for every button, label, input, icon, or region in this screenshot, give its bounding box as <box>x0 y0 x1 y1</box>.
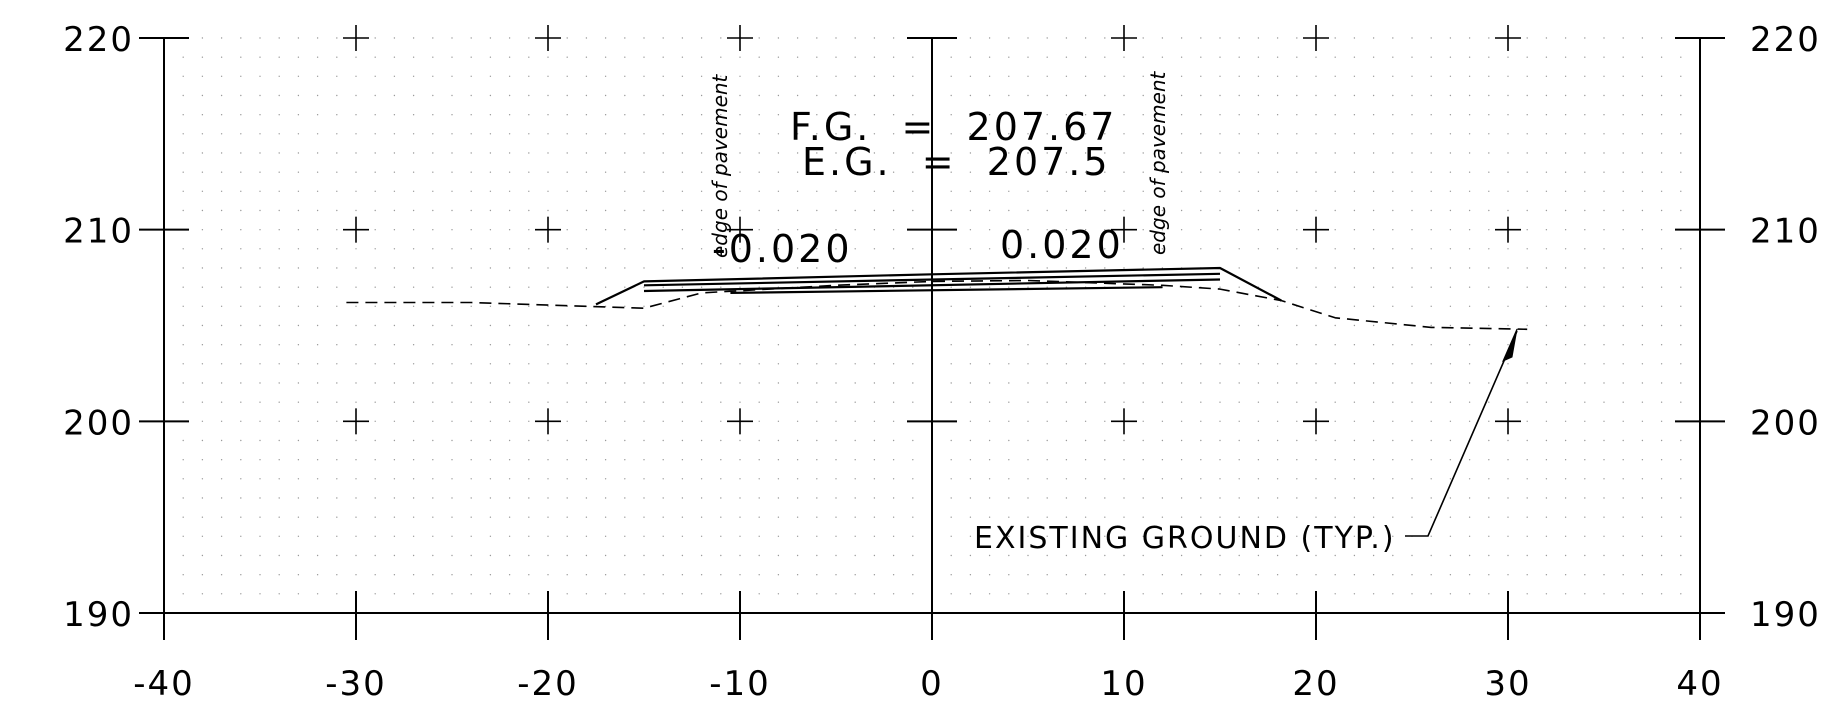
edge-of-pavement-right-label: edge of pavement <box>1146 70 1170 255</box>
edge-of-pavement-left-label: edge of pavement <box>708 73 732 258</box>
finished-grade-line-3 <box>643 278 1221 293</box>
existing-grade-label: E.G. = 207.5 <box>802 140 1111 184</box>
y-tick-label-right: 200 <box>1750 403 1821 443</box>
existing-ground-line <box>346 279 1528 331</box>
finished-grade-line-2 <box>643 272 1221 287</box>
y-tick-label-right: 190 <box>1750 595 1821 635</box>
slope-right-label: 0.020 <box>1000 223 1124 267</box>
axes: -40 -30 -20 -10 0 10 20 30 40 190 190 200 200 210 210 2… <box>63 20 1821 704</box>
finished-grade-line-1 <box>595 266 1282 306</box>
existing-ground-callout-label: EXISTING GROUND (TYP.) <box>974 521 1396 556</box>
finished-grade-label: F.G. = 207.67 <box>790 105 1117 149</box>
y-tick-label-left: 220 <box>63 20 134 60</box>
y-tick-label-right: 210 <box>1750 212 1821 252</box>
x-tick-label: -30 <box>325 664 387 704</box>
x-tick-label: 10 <box>1100 664 1147 704</box>
finished-grade-line-4 <box>730 286 1163 294</box>
y-tick-label-left: 190 <box>63 595 134 635</box>
y-tick-label-right: 220 <box>1750 20 1821 60</box>
x-tick-label: 30 <box>1484 664 1531 704</box>
x-tick-label: -10 <box>709 664 771 704</box>
slope-left-label: -0.020 <box>712 227 853 271</box>
x-tick-label: 20 <box>1292 664 1339 704</box>
x-tick-label: -40 <box>133 664 195 704</box>
x-tick-label: 40 <box>1676 664 1723 704</box>
x-tick-label: -20 <box>517 664 579 704</box>
callout-arrowhead <box>1502 328 1518 362</box>
y-tick-label-left: 210 <box>63 212 134 252</box>
callout-leader-line <box>1405 330 1518 537</box>
y-tick-label-left: 200 <box>63 403 134 443</box>
x-tick-label: 0 <box>920 664 944 704</box>
profile-lines <box>346 266 1528 331</box>
